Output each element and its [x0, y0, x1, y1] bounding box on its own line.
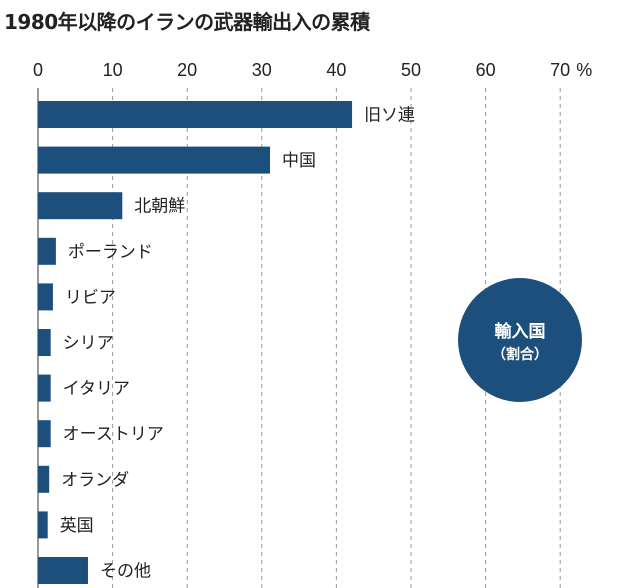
tick-label: 10	[103, 60, 123, 80]
category-label: オーストリア	[63, 425, 164, 445]
category-label: リビア	[65, 288, 116, 308]
category-label: 英国	[60, 516, 94, 536]
tick-label: 50	[401, 60, 421, 80]
category-label: 中国	[282, 151, 316, 171]
bar	[38, 420, 51, 448]
tick-label: 70	[550, 60, 570, 80]
category-label: その他	[100, 562, 151, 582]
unit-label: %	[576, 60, 592, 80]
bar	[38, 237, 56, 265]
tick-label: 60	[476, 60, 496, 80]
bar	[38, 101, 353, 128]
bar	[38, 557, 88, 584]
legend-label: 輸入国	[494, 321, 546, 342]
bar	[38, 374, 51, 402]
tick-label: 40	[326, 60, 346, 80]
legend-badge: 輸入国 （割合）	[458, 278, 582, 402]
bar	[38, 329, 51, 356]
bar	[38, 146, 271, 174]
category-label: ポーランド	[68, 242, 153, 262]
legend-sublabel: （割合）	[492, 346, 548, 363]
category-label: シリア	[63, 334, 114, 354]
category-label: 旧ソ連	[364, 106, 415, 126]
chart-title: 1980年以降のイランの武器輸出入の累積	[4, 10, 370, 34]
category-label: イタリア	[63, 379, 130, 399]
tick-label: 0	[33, 60, 43, 80]
bar	[38, 465, 50, 493]
category-label: オランダ	[61, 470, 129, 490]
bar	[38, 511, 48, 539]
category-label: 北朝鮮	[134, 197, 185, 217]
bar	[38, 283, 53, 311]
tick-label: 30	[252, 60, 272, 80]
tick-label: 20	[177, 60, 197, 80]
bar	[38, 192, 123, 220]
